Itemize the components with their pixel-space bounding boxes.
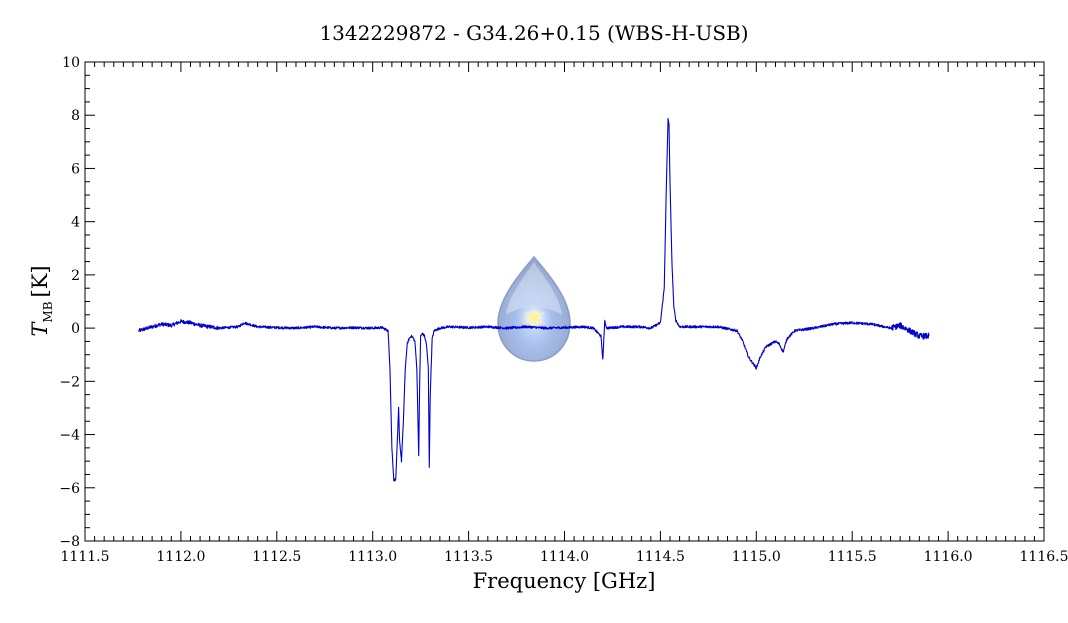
x-tick-label: 1113.5 bbox=[444, 549, 493, 565]
y-axis-title: TMB[K] bbox=[28, 265, 55, 336]
y-tick-label: 2 bbox=[71, 268, 80, 284]
y-tick-label: 8 bbox=[71, 108, 80, 124]
x-tick-label: 1114.0 bbox=[540, 549, 589, 565]
svg-text:TMB[K]: TMB[K] bbox=[28, 265, 55, 336]
x-tick-label: 1116.0 bbox=[924, 549, 973, 565]
y-tick-label: 6 bbox=[71, 161, 80, 177]
herschel-drop-icon bbox=[498, 257, 570, 361]
x-tick-label: 1114.5 bbox=[636, 549, 685, 565]
x-tick-label: 1115.5 bbox=[828, 549, 877, 565]
chart-title: 1342229872 - G34.26+0.15 (WBS-H-USB) bbox=[319, 21, 748, 45]
y-axis-title-sub: MB bbox=[41, 301, 55, 322]
x-tick-labels: 1111.5 1112.0 1112.5 1113.0 1113.5 1114.0 1114… bbox=[61, 549, 1068, 565]
y-tick-label: 10 bbox=[62, 55, 80, 71]
y-tick-label: −8 bbox=[59, 534, 80, 550]
x-tick-label: 1116.5 bbox=[1020, 549, 1068, 565]
y-tick-label: 4 bbox=[71, 215, 80, 231]
y-tick-labels: −8 −6 −4 −2 0 2 4 6 8 10 bbox=[59, 55, 80, 550]
y-axis-title-unit: [K] bbox=[28, 265, 52, 297]
y-tick-label: 0 bbox=[71, 321, 80, 337]
x-tick-label: 1115.0 bbox=[732, 549, 781, 565]
x-axis-title: Frequency [GHz] bbox=[473, 569, 656, 593]
y-tick-label: −6 bbox=[59, 481, 80, 497]
x-tick-label: 1112.0 bbox=[156, 549, 205, 565]
y-tick-label: −2 bbox=[59, 374, 80, 390]
x-tick-label: 1111.5 bbox=[61, 549, 110, 565]
y-tick-label: −4 bbox=[59, 428, 80, 444]
x-tick-label: 1112.5 bbox=[252, 549, 301, 565]
x-tick-label: 1113.0 bbox=[348, 549, 397, 565]
